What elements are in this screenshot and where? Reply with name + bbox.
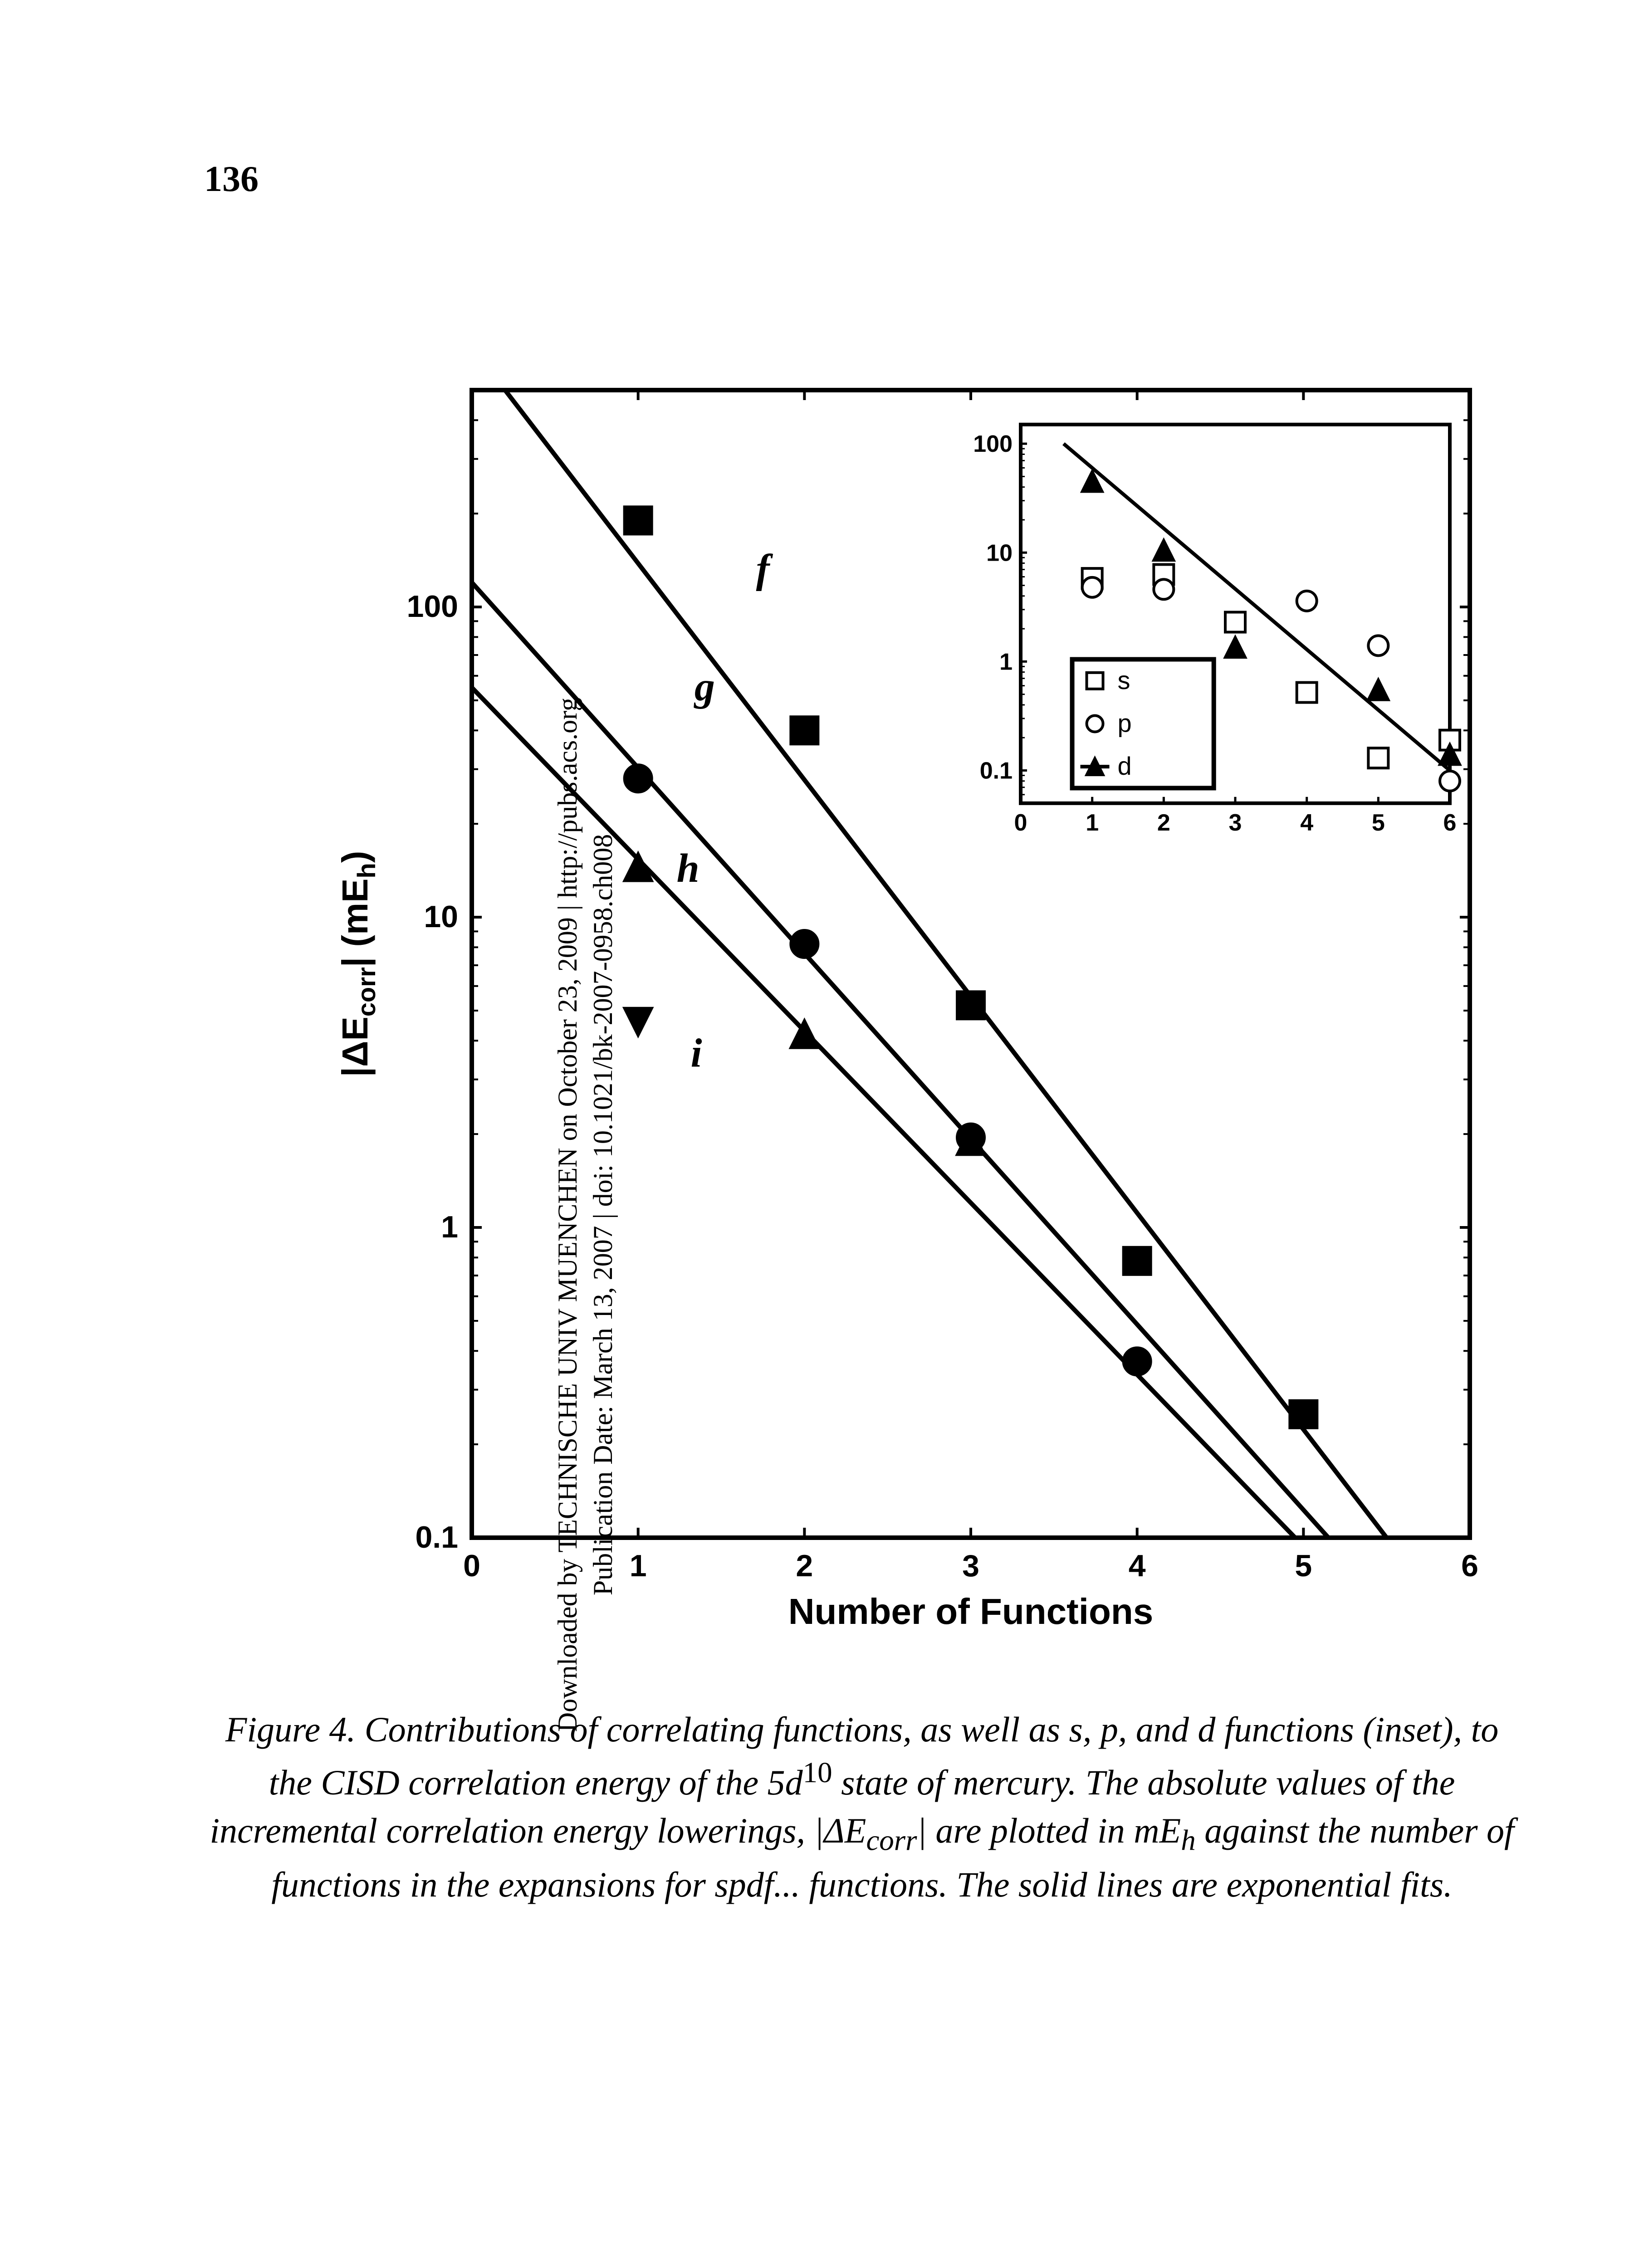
chart-svg: 01234560.1110100Number of Functions|ΔEco…	[318, 363, 1497, 1656]
svg-text:0: 0	[463, 1549, 480, 1583]
svg-text:4: 4	[1300, 810, 1313, 836]
svg-text:i: i	[690, 1031, 702, 1075]
svg-text:h: h	[677, 846, 700, 891]
svg-text:0: 0	[1014, 810, 1027, 836]
figure-caption: Figure 4. Contributions of correlating f…	[204, 1706, 1520, 1908]
svg-text:0.1: 0.1	[980, 758, 1013, 784]
cap-sub1: corr	[866, 1824, 917, 1857]
svg-text:0.1: 0.1	[415, 1520, 458, 1554]
svg-text:2: 2	[1157, 810, 1170, 836]
svg-text:1: 1	[1086, 810, 1099, 836]
svg-text:Number of Functions: Number of Functions	[788, 1591, 1153, 1632]
cap-sup1: 10	[803, 1756, 832, 1789]
svg-text:d: d	[1118, 752, 1132, 780]
svg-text:g: g	[694, 665, 715, 709]
svg-text:f: f	[756, 547, 773, 591]
svg-text:6: 6	[1461, 1549, 1478, 1583]
cap-p3: | are plotted in mE	[917, 1811, 1181, 1850]
page-number: 136	[204, 159, 259, 200]
cap-sub2: h	[1181, 1824, 1196, 1857]
svg-text:100: 100	[973, 431, 1013, 457]
svg-text:3: 3	[962, 1549, 979, 1583]
figure-4-chart: 01234560.1110100Number of Functions|ΔEco…	[318, 363, 1497, 1656]
svg-text:5: 5	[1372, 810, 1385, 836]
svg-text:5: 5	[1295, 1549, 1312, 1583]
svg-text:1: 1	[630, 1549, 647, 1583]
svg-text:100: 100	[407, 589, 458, 624]
svg-text:2: 2	[796, 1549, 813, 1583]
page: 136 Downloaded by TECHNISCHE UNIV MUENCH…	[0, 0, 1634, 2268]
svg-text:1: 1	[999, 649, 1013, 675]
svg-text:10: 10	[986, 540, 1013, 566]
svg-text:3: 3	[1229, 810, 1242, 836]
svg-text:|ΔEcorr| (mEh): |ΔEcorr| (mEh)	[335, 851, 381, 1077]
svg-text:4: 4	[1129, 1549, 1146, 1583]
svg-text:p: p	[1118, 709, 1132, 737]
svg-text:6: 6	[1443, 810, 1457, 836]
svg-text:s: s	[1118, 666, 1130, 694]
svg-text:10: 10	[424, 899, 458, 934]
svg-text:1: 1	[441, 1210, 458, 1244]
